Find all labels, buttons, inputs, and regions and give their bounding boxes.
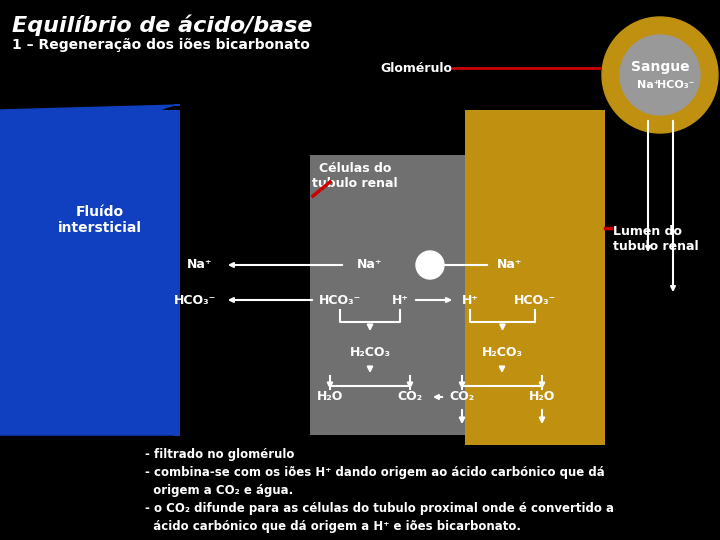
Text: H⁺: H⁺ <box>392 294 408 307</box>
Circle shape <box>620 35 700 115</box>
Text: - filtrado no glomérulo: - filtrado no glomérulo <box>145 448 294 461</box>
Text: Equilíbrio de ácido/base: Equilíbrio de ácido/base <box>12 14 312 36</box>
Text: HCO₃⁻: HCO₃⁻ <box>174 294 216 307</box>
Text: Na⁺: Na⁺ <box>636 80 660 90</box>
Text: H₂CO₃: H₂CO₃ <box>482 346 523 359</box>
Text: - o CO₂ difunde para as células do tubulo proximal onde é convertido a: - o CO₂ difunde para as células do tubul… <box>145 502 614 515</box>
Bar <box>0 110 180 435</box>
Text: HCO₃⁻: HCO₃⁻ <box>319 294 361 307</box>
Text: - combina-se com os iões H⁺ dando origem ao ácido carbónico que dá: - combina-se com os iões H⁺ dando origem… <box>145 466 605 479</box>
Text: HCO₃⁻: HCO₃⁻ <box>657 80 695 90</box>
Text: H₂CO₃: H₂CO₃ <box>349 346 390 359</box>
Text: Na⁺: Na⁺ <box>187 259 212 272</box>
Text: Fluído
intersticial: Fluído intersticial <box>58 205 142 235</box>
Text: origem a CO₂ e água.: origem a CO₂ e água. <box>145 484 293 497</box>
Text: H₂O: H₂O <box>528 390 555 403</box>
Text: CO₂: CO₂ <box>397 390 423 403</box>
Polygon shape <box>0 105 180 435</box>
Text: Células do
tubulo renal: Células do tubulo renal <box>312 162 398 190</box>
Bar <box>465 110 605 445</box>
Bar <box>310 155 465 435</box>
Text: 1 – Regeneração dos iões bicarbonato: 1 – Regeneração dos iões bicarbonato <box>12 38 310 52</box>
Text: Na⁺: Na⁺ <box>357 259 383 272</box>
Text: Sangue: Sangue <box>631 60 689 74</box>
Text: Glomérulo: Glomérulo <box>380 62 452 75</box>
Text: H₂O: H₂O <box>317 390 343 403</box>
Circle shape <box>602 17 718 133</box>
Circle shape <box>416 251 444 279</box>
Text: ácido carbónico que dá origem a H⁺ e iões bicarbonato.: ácido carbónico que dá origem a H⁺ e iõe… <box>145 520 521 533</box>
Text: HCO₃⁻: HCO₃⁻ <box>514 294 556 307</box>
Text: H⁺: H⁺ <box>462 294 479 307</box>
Text: CO₂: CO₂ <box>449 390 474 403</box>
Text: Na⁺: Na⁺ <box>498 259 523 272</box>
Text: Lumen do
tubulo renal: Lumen do tubulo renal <box>613 225 698 253</box>
